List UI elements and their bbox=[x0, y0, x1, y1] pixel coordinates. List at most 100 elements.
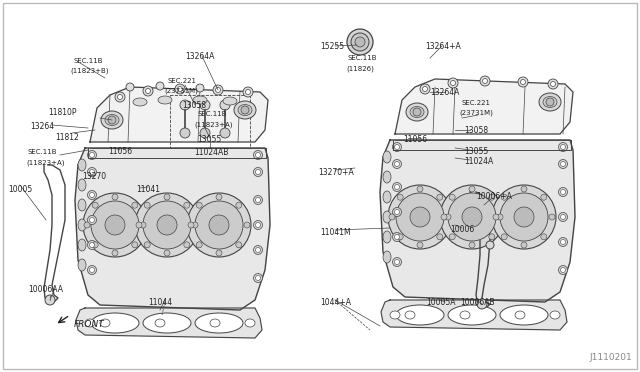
Circle shape bbox=[136, 222, 142, 228]
Circle shape bbox=[126, 83, 134, 91]
Circle shape bbox=[84, 222, 90, 228]
Circle shape bbox=[413, 108, 421, 116]
Circle shape bbox=[449, 234, 455, 240]
Ellipse shape bbox=[155, 319, 165, 327]
Ellipse shape bbox=[383, 151, 391, 163]
Polygon shape bbox=[76, 308, 262, 338]
Circle shape bbox=[561, 215, 566, 219]
Circle shape bbox=[118, 94, 122, 99]
Circle shape bbox=[91, 201, 139, 249]
Circle shape bbox=[255, 170, 260, 174]
Ellipse shape bbox=[396, 305, 444, 325]
Text: (11823+A): (11823+A) bbox=[26, 159, 65, 166]
Text: 13270: 13270 bbox=[82, 172, 106, 181]
Circle shape bbox=[489, 234, 495, 240]
Circle shape bbox=[448, 78, 458, 88]
Text: 11056: 11056 bbox=[403, 135, 427, 144]
Circle shape bbox=[541, 234, 547, 240]
Circle shape bbox=[216, 250, 222, 256]
Circle shape bbox=[500, 193, 548, 241]
Text: 11041: 11041 bbox=[136, 185, 160, 194]
Circle shape bbox=[448, 193, 496, 241]
Circle shape bbox=[216, 194, 222, 200]
Ellipse shape bbox=[383, 171, 391, 183]
Circle shape bbox=[255, 153, 260, 157]
Circle shape bbox=[216, 87, 221, 93]
Circle shape bbox=[394, 260, 399, 264]
Circle shape bbox=[236, 242, 242, 248]
Text: 13264A: 13264A bbox=[185, 52, 214, 61]
Circle shape bbox=[195, 201, 243, 249]
Ellipse shape bbox=[390, 311, 400, 319]
Circle shape bbox=[196, 242, 202, 248]
Circle shape bbox=[90, 192, 95, 198]
Text: 1044+A: 1044+A bbox=[320, 298, 351, 307]
Ellipse shape bbox=[383, 191, 391, 203]
Circle shape bbox=[45, 295, 55, 305]
Circle shape bbox=[469, 186, 475, 192]
Text: 13058: 13058 bbox=[182, 101, 206, 110]
Text: SEC.11B: SEC.11B bbox=[197, 111, 227, 117]
Ellipse shape bbox=[383, 211, 391, 223]
Circle shape bbox=[88, 241, 97, 250]
Text: 11810P: 11810P bbox=[48, 108, 77, 117]
Ellipse shape bbox=[100, 319, 110, 327]
Text: 13055: 13055 bbox=[464, 147, 488, 156]
Circle shape bbox=[492, 185, 556, 249]
Circle shape bbox=[351, 33, 369, 51]
Circle shape bbox=[200, 128, 210, 138]
Ellipse shape bbox=[500, 305, 548, 325]
Text: 15255: 15255 bbox=[320, 42, 344, 51]
Circle shape bbox=[253, 151, 262, 160]
Ellipse shape bbox=[105, 115, 119, 125]
Circle shape bbox=[392, 257, 401, 266]
Circle shape bbox=[451, 80, 456, 86]
Circle shape bbox=[410, 207, 430, 227]
Circle shape bbox=[175, 84, 185, 94]
Text: (11823+B): (11823+B) bbox=[70, 68, 109, 74]
Circle shape bbox=[469, 242, 475, 248]
Circle shape bbox=[389, 214, 395, 220]
Circle shape bbox=[143, 86, 153, 96]
Circle shape bbox=[436, 234, 443, 240]
Circle shape bbox=[90, 243, 95, 247]
Text: (11823+A): (11823+A) bbox=[194, 121, 232, 128]
Text: 11024AB: 11024AB bbox=[194, 148, 228, 157]
Text: SEC.11B: SEC.11B bbox=[28, 149, 58, 155]
Polygon shape bbox=[381, 300, 567, 330]
Circle shape bbox=[520, 80, 525, 84]
Circle shape bbox=[394, 234, 399, 240]
Circle shape bbox=[388, 185, 452, 249]
Text: 13264+A: 13264+A bbox=[425, 42, 461, 51]
Circle shape bbox=[180, 100, 190, 110]
Text: SEC.11B: SEC.11B bbox=[73, 58, 102, 64]
Circle shape bbox=[561, 161, 566, 167]
Circle shape bbox=[550, 81, 556, 87]
Ellipse shape bbox=[410, 106, 424, 118]
Circle shape bbox=[157, 215, 177, 235]
Circle shape bbox=[184, 202, 190, 208]
Circle shape bbox=[143, 201, 191, 249]
Circle shape bbox=[422, 87, 428, 92]
Circle shape bbox=[196, 202, 202, 208]
Text: 11812: 11812 bbox=[55, 133, 79, 142]
Circle shape bbox=[394, 161, 399, 167]
Circle shape bbox=[90, 267, 95, 273]
Circle shape bbox=[420, 84, 430, 94]
Circle shape bbox=[548, 79, 558, 89]
Text: 10006: 10006 bbox=[450, 225, 474, 234]
Circle shape bbox=[394, 144, 399, 150]
Circle shape bbox=[559, 212, 568, 221]
Ellipse shape bbox=[245, 319, 255, 327]
Text: 13264A: 13264A bbox=[430, 88, 460, 97]
Circle shape bbox=[108, 116, 116, 124]
Circle shape bbox=[144, 242, 150, 248]
Circle shape bbox=[164, 194, 170, 200]
Circle shape bbox=[440, 185, 504, 249]
Text: SEC.11B: SEC.11B bbox=[348, 55, 378, 61]
Circle shape bbox=[213, 85, 223, 95]
Ellipse shape bbox=[158, 96, 172, 104]
Circle shape bbox=[559, 266, 568, 275]
Circle shape bbox=[493, 214, 499, 220]
Circle shape bbox=[112, 194, 118, 200]
